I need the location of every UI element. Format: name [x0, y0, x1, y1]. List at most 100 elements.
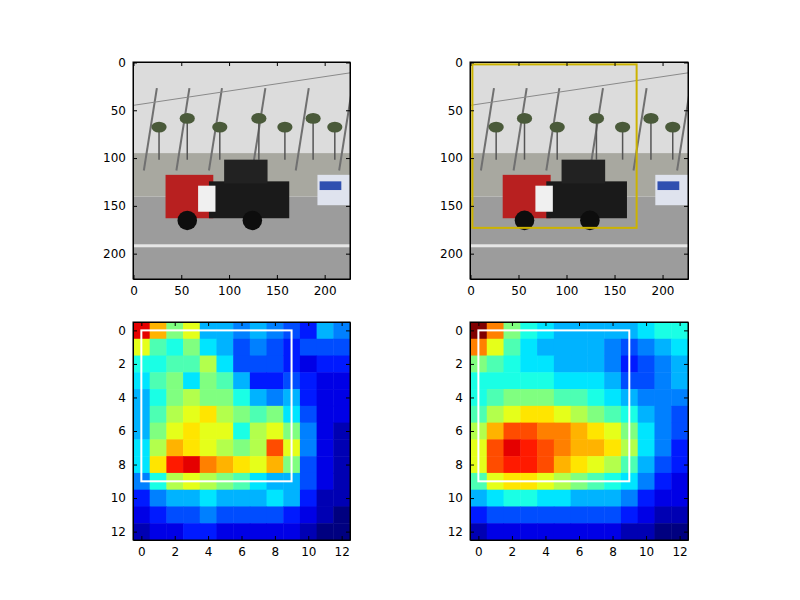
tick-mark: [478, 536, 479, 540]
y-axis: 024681012: [448, 323, 474, 541]
heat-cell: [200, 506, 217, 523]
tick: [346, 110, 350, 111]
tick-mark: [512, 536, 513, 540]
heat-cell: [520, 490, 537, 507]
heat-cell: [554, 523, 571, 540]
heat-cell: [571, 523, 588, 540]
tick: [346, 532, 350, 533]
tick: [346, 330, 350, 331]
tick: [229, 62, 230, 66]
photo-palm-crown: [550, 122, 565, 133]
heat-cell: [520, 423, 537, 440]
tick: [684, 330, 688, 331]
heat-cell: [150, 456, 167, 473]
tick: 6: [238, 536, 246, 559]
tick: [684, 532, 688, 533]
heat-cell: [267, 356, 284, 373]
heat-cell: [183, 356, 200, 373]
tick-mark: [646, 322, 647, 326]
photo-pole: [590, 88, 603, 170]
tick: [141, 322, 142, 326]
tick-mark: [470, 397, 474, 398]
tick-label: 150: [266, 284, 289, 298]
photo-wheel: [177, 211, 197, 231]
tick-label: 200: [314, 284, 337, 298]
heat-cell: [233, 406, 250, 423]
heat-cell: [317, 473, 334, 490]
tick-mark: [663, 62, 664, 66]
panel: 024681012024681012: [448, 322, 689, 559]
heat-cell: [267, 490, 284, 507]
heat-cell: [317, 322, 334, 339]
heat-cell: [317, 389, 334, 406]
tick-mark: [470, 431, 474, 432]
photo-car-right: [655, 175, 688, 205]
heat-cell: [554, 439, 571, 456]
tick-label: 6: [238, 545, 246, 559]
axis-line: [133, 63, 134, 280]
tick-mark: [277, 62, 278, 66]
heat-cell: [333, 423, 350, 440]
heat-cell: [604, 339, 621, 356]
heat-cell: [671, 356, 688, 373]
tick: [325, 62, 326, 66]
tick: [545, 322, 546, 326]
tick: 8: [455, 458, 474, 472]
tick-label: 8: [118, 458, 126, 472]
tick: [579, 322, 580, 326]
photo-palm-trunk: [650, 118, 652, 159]
tick-label: 150: [440, 199, 463, 213]
tick: [346, 364, 350, 365]
tick: [684, 158, 688, 159]
tick-mark: [684, 158, 688, 159]
axis-line: [471, 62, 689, 63]
tick: [512, 322, 513, 326]
heat-cell: [333, 506, 350, 523]
tick: [518, 62, 519, 66]
photo-pole: [296, 88, 309, 170]
tick-mark: [518, 62, 519, 66]
heat-cell: [300, 423, 317, 440]
tick-label: 6: [118, 424, 126, 438]
tick-mark: [470, 110, 474, 111]
tick-label: 6: [576, 545, 584, 559]
heat-cell: [537, 490, 554, 507]
tick: [346, 206, 350, 207]
tick-mark: [133, 206, 137, 207]
heat-cell: [671, 372, 688, 389]
heat-cell: [520, 456, 537, 473]
tick-mark: [567, 275, 568, 279]
heat-cell: [504, 339, 521, 356]
heat-cell: [604, 406, 621, 423]
tick: 12: [448, 525, 474, 539]
heat-cell: [300, 339, 317, 356]
tick: [175, 322, 176, 326]
photo-wheel: [243, 211, 263, 231]
heat-cell: [654, 372, 671, 389]
heat-cell: [537, 423, 554, 440]
heat-cell: [654, 473, 671, 490]
heat-cell: [250, 523, 267, 540]
tick-mark: [346, 364, 350, 365]
photo-sky: [470, 62, 688, 160]
heat-cell: [621, 490, 638, 507]
tick: 0: [475, 536, 483, 559]
heat-cell: [604, 389, 621, 406]
tick: [615, 62, 616, 66]
heat-cell: [317, 506, 334, 523]
heat-cell: [671, 339, 688, 356]
heat-cell: [267, 339, 284, 356]
tick-label: 8: [272, 545, 280, 559]
photo-palm-crown: [665, 122, 680, 133]
plot-area: [470, 322, 688, 540]
heat-cell: [537, 372, 554, 389]
heat-cell: [638, 523, 655, 540]
x-axis: 024681012: [471, 536, 689, 559]
heat-cell: [250, 439, 267, 456]
heat-cell: [216, 423, 233, 440]
plot-area: [133, 322, 350, 540]
tick: 6: [455, 424, 474, 438]
tick-mark: [346, 206, 350, 207]
tick: 6: [118, 424, 137, 438]
heat-cell: [166, 406, 183, 423]
